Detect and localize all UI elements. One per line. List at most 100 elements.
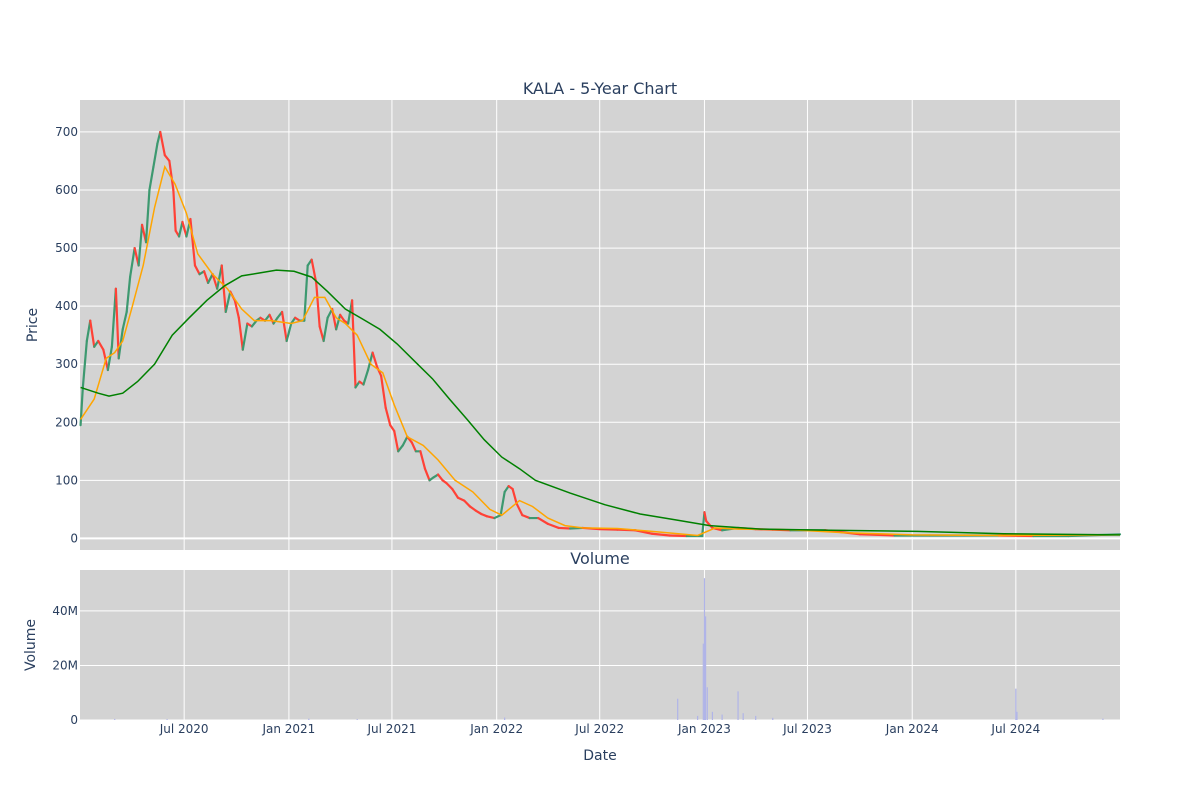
price-segment (537, 516, 550, 525)
price-segment (144, 188, 151, 244)
price-y-tick-label: 300 (55, 357, 78, 371)
price-segment (310, 258, 318, 285)
price-segment (423, 467, 431, 482)
x-tick-label: Jul 2022 (574, 722, 624, 736)
volume-y-axis: 0 20M 40M (52, 604, 78, 727)
price-segment (211, 273, 219, 290)
price-y-axis: 0 100 200 300 400 500 600 700 (55, 125, 78, 545)
x-tick-label: Jul 2024 (990, 722, 1040, 736)
price-segment (456, 496, 466, 502)
price-segment (106, 345, 113, 372)
price-segment (468, 505, 477, 512)
price-segment (193, 264, 201, 276)
volume-y-tick-label: 20M (52, 658, 78, 672)
volume-bar (772, 717, 774, 720)
volume-bar (356, 719, 358, 720)
volume-bar (697, 715, 699, 720)
price-segment (241, 322, 249, 351)
volume-bar (1102, 718, 1104, 720)
price-segment (237, 316, 244, 351)
price-segment (436, 473, 444, 482)
short-moving-average-line (79, 164, 1121, 537)
volume-bars (114, 578, 1104, 720)
price-segment (189, 217, 197, 267)
price-chart-title: KALA - 5-Year Chart (523, 79, 677, 98)
price-axis-title: Price (25, 308, 41, 342)
x-tick-label: Jan 2024 (885, 722, 939, 736)
price-segment (89, 319, 96, 348)
price-segment (172, 188, 177, 232)
volume-bar (704, 616, 707, 720)
price-segment (159, 130, 166, 157)
price-segment (474, 509, 483, 516)
price-segment (401, 435, 409, 447)
price-segment (419, 450, 427, 470)
price-segment (703, 511, 708, 523)
price-grid (80, 100, 1120, 550)
price-segment (499, 490, 506, 517)
long-moving-average-line (80, 269, 1121, 536)
price-segment (152, 142, 159, 168)
date-axis-title: Date (583, 748, 616, 764)
price-segment (410, 441, 417, 453)
price-y-tick-label: 500 (55, 241, 78, 255)
volume-axis-title: Volume (23, 619, 39, 671)
volume-bar (721, 714, 723, 720)
price-segment (521, 514, 531, 520)
price-segment (220, 264, 227, 314)
price-segment (339, 313, 346, 322)
price-segment (515, 502, 524, 517)
volume-chart-title: Volume (570, 549, 630, 568)
price-segment (668, 534, 688, 538)
x-tick-label: Jul 2020 (159, 722, 209, 736)
price-segment (335, 313, 342, 331)
moving-averages (79, 164, 1121, 537)
volume-y-tick-label: 0 (70, 713, 78, 727)
price-segment (397, 444, 404, 453)
price-segment (705, 519, 714, 530)
price-y-tick-label: 100 (55, 473, 78, 487)
price-segment (354, 380, 361, 389)
x-tick-label: Jan 2021 (261, 722, 315, 736)
price-segment (206, 273, 214, 285)
price-segment (224, 290, 232, 314)
x-tick-label: Jul 2023 (782, 722, 832, 736)
volume-bar (1015, 688, 1017, 720)
price-segment (268, 313, 275, 325)
date-x-axis: Jul 2020 Jan 2021 Jul 2021 Jan 2022 Jul 2022… (159, 722, 1041, 736)
price-segment (451, 487, 460, 499)
price-segment (97, 339, 105, 351)
volume-bar (711, 711, 714, 720)
price-y-tick-label: 400 (55, 299, 78, 313)
price-segment (371, 351, 379, 369)
volume-bar (114, 718, 116, 720)
price-segment (285, 322, 293, 343)
price-segment (280, 310, 288, 343)
volume-bar (755, 715, 757, 720)
volume-bar (737, 691, 739, 720)
volume-bar (742, 713, 744, 720)
price-y-tick-label: 600 (55, 183, 78, 197)
volume-bar (504, 717, 506, 720)
price-segment (303, 264, 309, 322)
price-segment (137, 223, 144, 267)
price-segment (163, 154, 171, 163)
x-tick-label: Jul 2021 (367, 722, 417, 736)
price-segment (350, 299, 357, 389)
price-segment (315, 281, 321, 328)
price-segment (125, 275, 132, 314)
price-segment (148, 165, 155, 192)
price-segment (202, 270, 210, 285)
price-segment (503, 485, 510, 494)
volume-bar (703, 578, 706, 720)
price-segment (168, 159, 175, 192)
price-segment (121, 310, 128, 331)
volume-bar (1016, 711, 1018, 720)
volume-bar (706, 687, 708, 720)
price-segment (445, 482, 454, 491)
price-segment (81, 339, 88, 389)
price-segment (233, 299, 240, 319)
price-segment (177, 220, 184, 238)
price-segment (250, 319, 258, 328)
